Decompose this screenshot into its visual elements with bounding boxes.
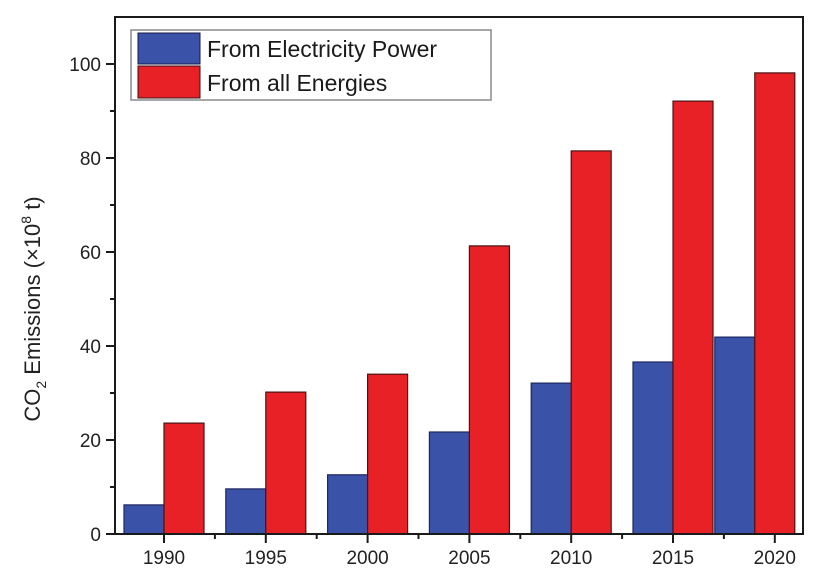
- y-axis-title-post: t): [20, 196, 45, 216]
- bar-electricity-1995: [225, 488, 267, 535]
- plot-frame: [114, 16, 804, 535]
- x-tick-label: 2020: [754, 548, 796, 569]
- legend: From Electricity Power From all Energies: [130, 29, 492, 101]
- y-axis-title-subscript: 2: [33, 381, 49, 389]
- y-axis: 0 20 40 60 80 100: [69, 55, 115, 546]
- x-tick-label: 2015: [652, 548, 694, 569]
- x-axis: 1990 1995 2000 2005 2010 2015 2020: [143, 534, 796, 569]
- y-axis-title: CO2 Emissions (×108 t): [18, 196, 49, 421]
- bar-all-energies-1990: [163, 422, 205, 535]
- bar-electricity-2020: [714, 336, 756, 535]
- y-axis-title-pre: CO: [20, 389, 45, 422]
- x-tick-label: 2010: [550, 548, 592, 569]
- y-tick-label: 100: [69, 55, 101, 76]
- bar-all-energies-2015: [672, 100, 714, 535]
- legend-label-electricity: From Electricity Power: [207, 36, 437, 62]
- bar-electricity-2015: [632, 361, 674, 535]
- legend-swatch-electricity: [137, 32, 201, 65]
- bar-all-energies-2005: [468, 245, 510, 535]
- bar-electricity-2000: [327, 474, 369, 535]
- y-tick-label: 60: [80, 243, 101, 264]
- bar-all-energies-2000: [367, 373, 409, 535]
- legend-swatch-all-energies: [137, 65, 201, 99]
- bars-group: [123, 72, 796, 535]
- y-tick-label: 20: [80, 431, 101, 452]
- y-tick-label: 80: [80, 149, 101, 170]
- x-tick-label: 1995: [245, 548, 287, 569]
- bar-electricity-1990: [123, 504, 165, 535]
- x-tick-label: 2000: [346, 548, 388, 569]
- y-axis-title-superscript: 8: [18, 216, 34, 224]
- bar-electricity-2010: [530, 382, 572, 535]
- bar-all-energies-1995: [265, 391, 307, 535]
- x-tick-label: 2005: [448, 548, 490, 569]
- legend-label-all-energies: From all Energies: [207, 70, 387, 96]
- bar-all-energies-2020: [754, 72, 796, 535]
- y-tick-label: 40: [80, 337, 101, 358]
- y-axis-title-mid: Emissions (×10: [20, 224, 45, 381]
- bar-all-energies-2010: [570, 150, 612, 535]
- y-tick-label: 0: [90, 525, 101, 546]
- bar-electricity-2005: [428, 431, 470, 535]
- x-tick-label: 1990: [143, 548, 185, 569]
